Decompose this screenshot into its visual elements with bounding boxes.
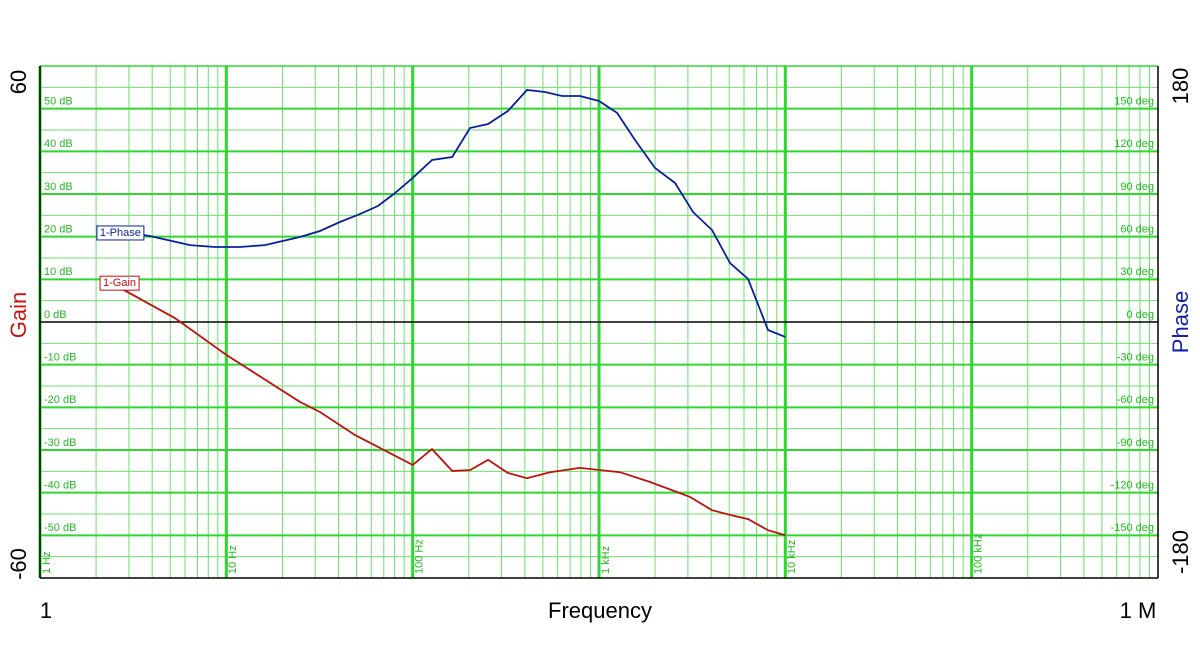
- y-limit-label: 60: [6, 70, 31, 94]
- y2-tick-label: -120 deg: [1111, 480, 1154, 492]
- y-tick-label: 20 dB: [44, 224, 73, 236]
- y2-tick-label: 150 deg: [1114, 96, 1154, 108]
- y-axis-title: Gain: [6, 292, 31, 338]
- y-tick-label: -10 dB: [44, 352, 76, 364]
- y2-axis-title: Phase: [1168, 291, 1193, 353]
- y2-tick-label: 0 deg: [1126, 309, 1154, 321]
- grid: [38, 65, 1159, 579]
- y2-limit-label: 180: [1168, 68, 1193, 105]
- y2-tick-label: 30 deg: [1120, 266, 1154, 278]
- labels: 1 Hz 10 Hz 100 Hz 1 kHz 10 kHz 100 kHz -50 dB -…: [6, 68, 1193, 623]
- series-line: [99, 282, 786, 537]
- y-tick-label: 50 dB: [44, 96, 73, 108]
- y-tick-label: -30 dB: [44, 437, 76, 449]
- y-tick-label: -50 dB: [44, 522, 76, 534]
- y2-tick-label: -150 deg: [1111, 522, 1154, 534]
- y2-tick-label: 120 deg: [1114, 138, 1154, 150]
- series-label: 1-Gain: [103, 277, 136, 289]
- y-tick-label: 10 dB: [44, 266, 73, 278]
- x-tick-label: 10 kHz: [786, 540, 798, 574]
- x-tick-label: 100 Hz: [414, 539, 426, 574]
- y-tick-label: 40 dB: [44, 138, 73, 150]
- x-tick-label: 1 kHz: [600, 546, 612, 574]
- series-label-box: [99, 275, 140, 291]
- series: 1-Phase 1-Gain: [96, 89, 786, 537]
- x-tick-label: 10 Hz: [227, 545, 239, 574]
- series-line: [96, 89, 786, 338]
- y2-limit-label: -180: [1168, 530, 1193, 574]
- y-limit-label: -60: [6, 548, 31, 580]
- y2-tick-label: -90 deg: [1117, 437, 1154, 449]
- series-label: 1-Phase: [100, 227, 141, 239]
- x-limit-label: 1: [40, 598, 52, 623]
- y2-tick-label: 90 deg: [1120, 181, 1154, 193]
- x-axis-title: Frequency: [548, 598, 652, 623]
- x-limit-label: 1 M: [1120, 598, 1157, 623]
- y2-tick-label: 60 deg: [1120, 224, 1154, 236]
- x-tick-label: 1 Hz: [41, 551, 53, 574]
- x-tick-label: 100 kHz: [973, 534, 985, 574]
- series-label-box: [96, 225, 145, 241]
- y-tick-label: 30 dB: [44, 181, 73, 193]
- y2-tick-label: -30 deg: [1117, 352, 1154, 364]
- y2-tick-label: -60 deg: [1117, 394, 1154, 406]
- y-tick-label: 0 dB: [44, 309, 67, 321]
- y-tick-label: -40 dB: [44, 480, 76, 492]
- y-tick-label: -20 dB: [44, 394, 76, 406]
